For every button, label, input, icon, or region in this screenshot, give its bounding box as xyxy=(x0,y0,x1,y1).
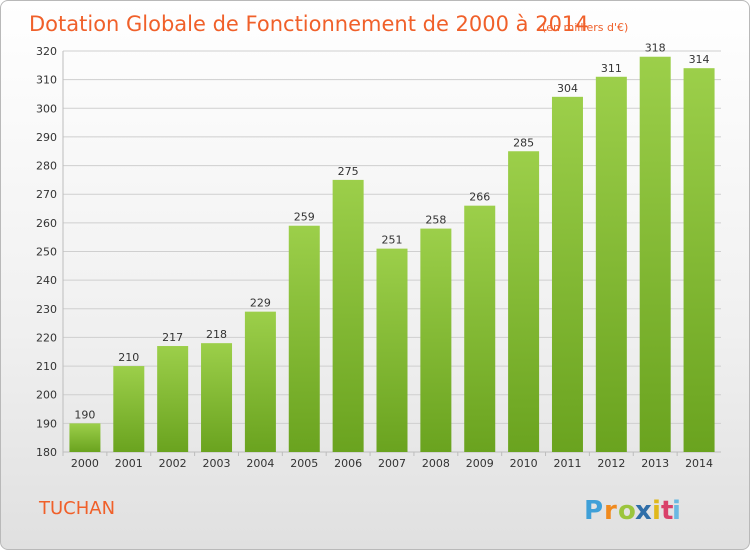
chart-subtitle: (en milliers d'€) xyxy=(542,21,628,34)
bar xyxy=(201,343,233,452)
bar-value-label: 251 xyxy=(382,234,403,247)
bar-value-label: 304 xyxy=(557,82,578,95)
bar xyxy=(420,228,452,452)
x-tick-label: 2013 xyxy=(641,457,669,470)
bars-group: 190 210 217 218 229 259 275 251 258 266 285 304 311 3… xyxy=(69,42,715,453)
x-tick-label: 2000 xyxy=(71,457,99,470)
bar-value-label: 258 xyxy=(425,214,446,227)
bar xyxy=(244,311,276,452)
bar xyxy=(551,96,583,452)
x-tick-label: 2006 xyxy=(334,457,362,470)
y-tick-label: 190 xyxy=(36,417,57,430)
x-tick-label: 2002 xyxy=(159,457,187,470)
bar-value-label: 210 xyxy=(118,351,139,364)
logo-letter: i xyxy=(672,496,681,526)
x-tick-label: 2009 xyxy=(466,457,494,470)
bar-value-label: 217 xyxy=(162,331,183,344)
logo-letter: r xyxy=(604,496,617,526)
bar xyxy=(69,423,101,452)
bar-value-label: 259 xyxy=(294,211,315,224)
bar xyxy=(288,225,320,452)
x-tick-label: 2012 xyxy=(597,457,625,470)
bar-value-label: 229 xyxy=(250,297,271,310)
chart-title: Dotation Globale de Fonctionnement de 20… xyxy=(29,12,589,36)
x-tick-label: 2007 xyxy=(378,457,406,470)
x-axis-ticks: 2000 2001 2002 2003 2004 2005 2006 2007 2008 2009… xyxy=(71,457,713,470)
y-tick-label: 260 xyxy=(36,217,57,230)
bar xyxy=(332,179,364,452)
bar xyxy=(595,76,627,453)
y-tick-label: 220 xyxy=(36,331,57,344)
bar-value-label: 266 xyxy=(469,191,490,204)
bar xyxy=(157,346,189,452)
x-tick-label: 2003 xyxy=(203,457,231,470)
bar-value-label: 318 xyxy=(645,42,666,55)
bar-value-label: 285 xyxy=(513,136,534,149)
y-tick-label: 230 xyxy=(36,303,57,316)
bar xyxy=(376,248,408,452)
x-tick-label: 2001 xyxy=(115,457,143,470)
bar-value-label: 190 xyxy=(74,408,95,421)
commune-name: TUCHAN xyxy=(38,498,115,519)
x-tick-label: 2008 xyxy=(422,457,450,470)
bar-value-label: 275 xyxy=(338,165,359,178)
y-tick-label: 290 xyxy=(36,131,57,144)
y-tick-label: 280 xyxy=(36,160,57,173)
bar-value-label: 314 xyxy=(689,53,710,66)
y-tick-label: 210 xyxy=(36,360,57,373)
bar xyxy=(508,151,540,452)
y-tick-label: 250 xyxy=(36,246,57,259)
y-axis-ticks: 180 190 200 210 220 230 240 250 260 270 280 290 300 3… xyxy=(36,45,57,459)
bar xyxy=(113,366,145,452)
bar-value-label: 311 xyxy=(601,62,622,75)
logo-letter: o xyxy=(618,496,636,526)
y-tick-label: 320 xyxy=(36,45,57,58)
bar xyxy=(464,205,496,452)
logo-letter: x xyxy=(635,496,652,526)
logo-letter: P xyxy=(584,496,603,526)
x-tick-label: 2005 xyxy=(290,457,318,470)
logo-letter: t xyxy=(661,496,673,526)
y-tick-label: 200 xyxy=(36,389,57,402)
logo-letter: i xyxy=(652,496,661,526)
y-tick-label: 240 xyxy=(36,274,57,287)
bar-value-label: 218 xyxy=(206,328,227,341)
x-tick-label: 2014 xyxy=(685,457,713,470)
y-tick-label: 300 xyxy=(36,102,57,115)
x-tick-label: 2010 xyxy=(510,457,538,470)
bar xyxy=(639,56,671,452)
x-tick-label: 2004 xyxy=(246,457,274,470)
y-tick-label: 310 xyxy=(36,74,57,87)
x-tick-label: 2011 xyxy=(553,457,581,470)
y-tick-label: 180 xyxy=(36,446,57,459)
y-tick-label: 270 xyxy=(36,188,57,201)
bar xyxy=(683,68,715,452)
